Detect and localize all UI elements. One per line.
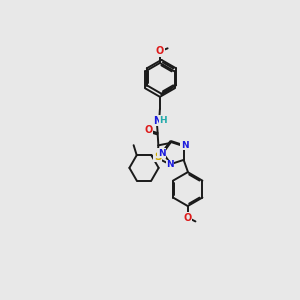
Text: H: H [159,116,167,125]
Text: O: O [184,213,192,223]
Text: O: O [144,125,152,135]
Text: N: N [158,148,165,158]
Text: S: S [154,152,161,162]
Text: O: O [156,46,164,56]
Text: N: N [167,160,174,169]
Text: N: N [153,116,161,126]
Text: N: N [181,141,188,150]
